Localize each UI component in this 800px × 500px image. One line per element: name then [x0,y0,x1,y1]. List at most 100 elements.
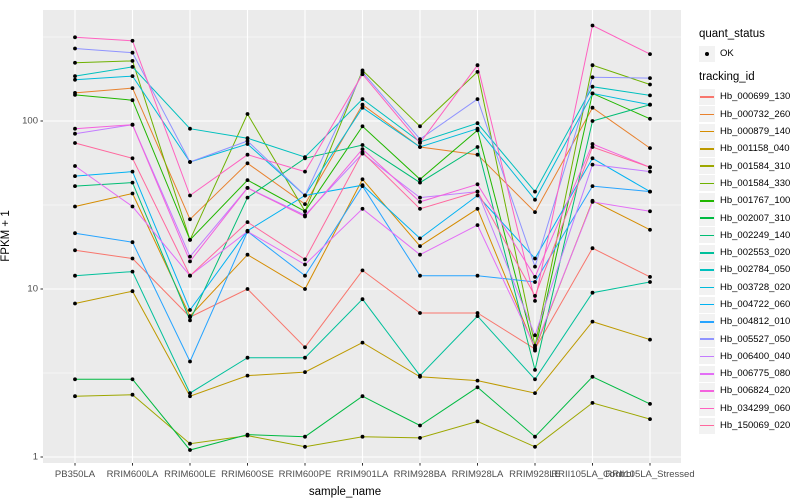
data-point [303,345,307,350]
data-point [533,197,537,202]
data-point [475,145,480,149]
data-point [130,169,135,174]
data-point [418,423,422,428]
series-color-line-icon [700,286,714,289]
data-point [303,202,307,207]
series-color-line-icon [700,321,714,323]
data-point [245,136,250,141]
data-point [360,124,365,129]
data-point [590,119,595,123]
legend-swatch [699,417,715,434]
series-color-line-icon [700,148,714,150]
data-point [590,23,595,28]
data-point [130,180,135,185]
x-tick-label: RRIM600SE [221,469,274,480]
data-point [475,182,480,187]
data-point [648,280,652,284]
data-point [188,259,192,264]
data-point [303,214,307,219]
legend-key-ok [699,45,715,62]
x-tick-label: RRII105LA_Stressed [605,469,695,480]
x-tick-label: RRIM600LA [106,469,159,480]
data-point [130,256,135,261]
x-tick-label: RRIM928LA [451,469,504,480]
data-point [73,93,77,97]
data-point [418,206,422,211]
data-point [590,374,595,379]
y-tick-label: 10 [27,283,38,295]
legend-item: Hb_000732_260 [699,106,799,123]
data-point [590,84,595,89]
data-point [533,280,537,284]
legend-item: Hb_002553_020 [699,244,799,261]
legend-label: Hb_006400_040 [720,350,791,362]
data-point [590,184,595,189]
data-point [303,209,307,214]
data-point [418,124,422,129]
data-point [303,257,307,262]
data-point [360,102,365,107]
data-point [73,377,77,382]
data-point [73,164,77,168]
data-point [475,63,480,68]
data-point [188,238,192,242]
data-point [188,359,192,364]
data-point [303,434,307,439]
legend-swatch [699,210,715,227]
series-color-line-icon [700,200,714,202]
data-point [188,314,192,318]
legend-item: Hb_034299_060 [699,400,799,417]
data-point [475,126,480,131]
data-point [533,345,537,350]
data-point [590,105,595,110]
legend-swatch [699,123,715,140]
data-point [130,191,135,196]
legend: quant_status OK tracking_id Hb_000699_13… [699,28,799,434]
legend-label: Hb_001767_100 [720,195,791,207]
data-point [475,378,480,383]
data-point [360,206,365,211]
x-axis-title: sample_name [308,486,382,498]
data-point [418,244,422,249]
data-point [130,59,135,63]
data-point [188,126,192,131]
data-point [533,299,537,303]
legend-item: Hb_001584_310 [699,157,799,175]
data-point [475,121,480,126]
data-point [360,184,365,189]
data-point [73,204,77,209]
data-point [360,297,365,302]
data-point [303,193,307,198]
legend-label: Hb_000879_140 [720,126,791,138]
legend-item: Hb_002784_050 [699,261,799,278]
legend-swatch [699,192,715,209]
legend-item: Hb_004812_010 [699,313,799,330]
data-point [590,246,595,251]
data-point [188,308,192,312]
data-point [188,394,192,399]
data-point [360,143,365,147]
data-point [73,74,77,78]
series-color-line-icon [700,407,714,410]
data-point [648,52,652,56]
legend-swatch [699,382,715,399]
ok-point-icon [705,51,709,56]
data-point [360,268,365,273]
data-point [418,195,422,200]
legend-item: Hb_004722_060 [699,296,799,313]
legend-swatch [699,279,715,296]
legend-item: Hb_003728_020 [699,279,799,296]
data-point [360,72,365,77]
legend-label: Hb_003728_020 [720,281,791,293]
legend-title-tracking-id: tracking_id [699,71,755,84]
data-point [245,373,250,378]
data-point [360,434,365,439]
data-point [188,217,192,222]
data-point [533,275,537,279]
legend-item: Hb_006400_040 [699,348,799,365]
series-color-line-icon [700,182,714,185]
data-point [188,254,192,259]
data-point [360,150,365,155]
data-point [418,311,422,315]
